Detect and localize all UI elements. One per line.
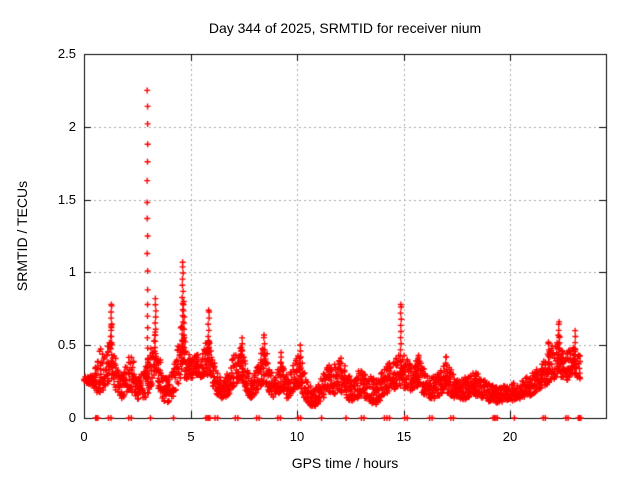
y-tick-label-1: 1 xyxy=(68,264,76,279)
x-tick-label-5: 5 xyxy=(187,429,195,444)
x-axis-label: GPS time / hours xyxy=(291,455,399,471)
x-tick-label-10: 10 xyxy=(289,429,305,444)
y-tick-label-2: 2 xyxy=(68,119,76,134)
x-tick-label-20: 20 xyxy=(502,429,518,444)
chart-title: Day 344 of 2025, SRMTID for receiver niu… xyxy=(208,20,482,36)
x-tick-label-0: 0 xyxy=(80,429,88,444)
x-tick-label-15: 15 xyxy=(396,429,412,444)
y-tick-label-2.5: 2.5 xyxy=(57,46,76,61)
y-tick-label-0.5: 0.5 xyxy=(57,337,76,352)
y-tick-label-1.5: 1.5 xyxy=(57,192,76,207)
y-tick-label-0: 0 xyxy=(68,410,76,425)
